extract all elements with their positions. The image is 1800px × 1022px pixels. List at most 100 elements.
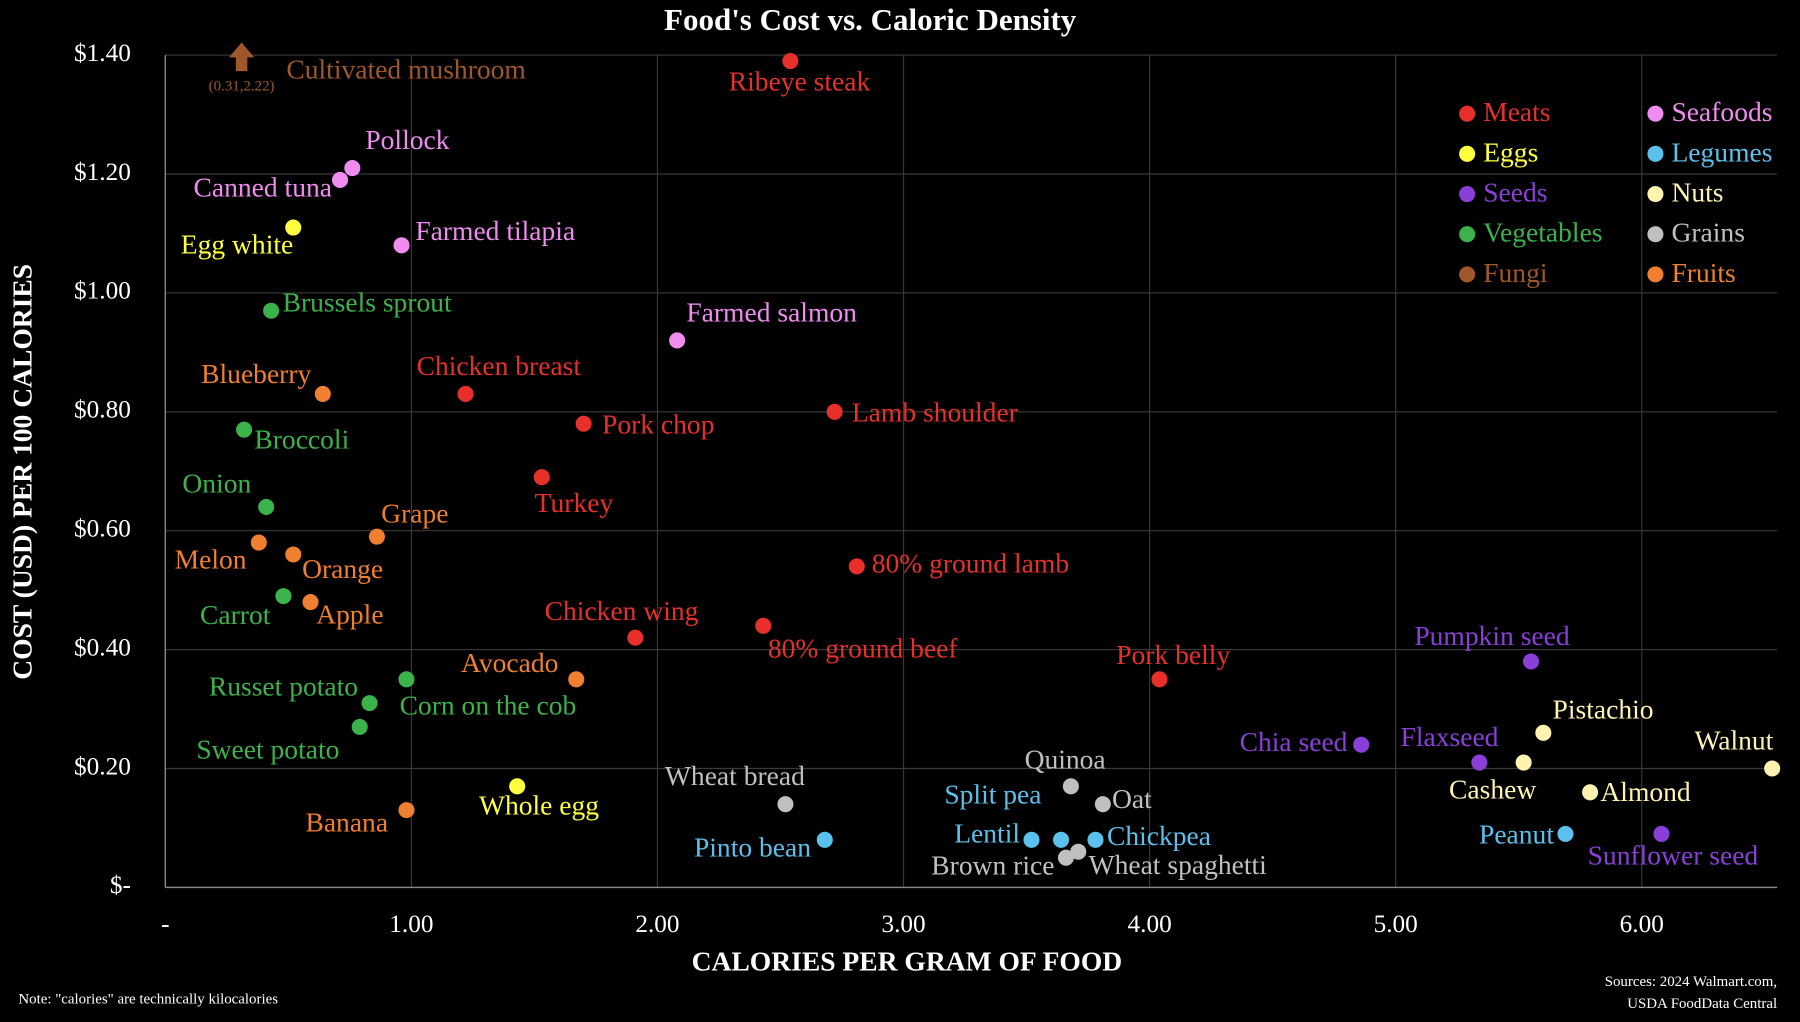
point-label: Lentil [954,818,1020,849]
x-tick-label: 6.00 [1620,910,1664,938]
point [782,53,799,70]
point [285,546,302,563]
legend-marker [1647,185,1664,203]
point [368,528,385,545]
y-tick-label: $- [110,871,131,899]
point [1052,831,1070,848]
point [361,695,378,712]
y-tick-label: $0.40 [74,633,131,661]
point-label: 80% ground beef [768,632,959,663]
legend-marker [1459,185,1476,203]
legend-marker [1647,266,1664,283]
point [393,237,410,254]
point-label: Grape [381,497,448,528]
point-label: Pork chop [602,408,714,439]
point-label: Wheat spaghetti [1089,849,1268,880]
point [1471,754,1488,771]
point-label: Chicken breast [417,350,582,381]
point [331,171,349,188]
x-axis-label: CALORIES PER GRAM OF FOOD [692,946,1123,977]
note: Note: "calories" are technically kilocal… [18,991,278,1007]
point-label: Canned tuna [194,172,332,203]
point [398,802,415,819]
point-label: Walnut [1694,725,1773,756]
point-label: Pork belly [1116,639,1230,670]
point [314,385,331,403]
point-label: Quinoa [1025,744,1106,775]
point-label: Wheat bread [665,760,805,791]
y-axis-label: COST (USD) PER 100 CALORIES [7,264,38,680]
point-label: Sweet potato [196,733,339,764]
sources: USDA FoodData Central [1627,996,1777,1012]
point-label: Sunflower seed [1588,839,1759,870]
point-label: Cashew [1449,774,1536,805]
point-label: Russet potato [209,671,358,702]
point [1582,784,1599,801]
legend-label: Legumes [1671,136,1772,167]
point-label: Whole egg [479,789,599,820]
point-label: Cultivated mushroom [286,54,526,85]
point [777,796,794,813]
point [826,403,843,420]
point [344,160,361,177]
point-label: Banana [305,806,388,837]
y-tick-label: $0.20 [74,752,131,780]
sources: Sources: 2024 Walmart.com, [1605,974,1777,990]
point [302,594,319,611]
point-label: Farmed salmon [686,297,857,328]
point [351,718,368,735]
chart-title: Food's Cost vs. Caloric Density [664,2,1077,37]
arrow [228,42,255,72]
point [1557,825,1574,842]
point-label: Chickpea [1107,820,1211,851]
point-label: Turkey [535,487,614,518]
point [1023,831,1040,848]
point [627,629,644,646]
point-label: Almond [1600,776,1691,807]
legend-label: Vegetables [1483,217,1602,248]
legend-label: Seafoods [1671,96,1772,127]
point-label: 80% ground lamb [872,548,1069,579]
legend-marker [1647,145,1664,162]
legend-label: Seeds [1483,176,1547,207]
x-tick-label: - [161,910,169,938]
point-label: Onion [182,468,251,499]
point [575,415,592,432]
legend-label: Fungi [1483,257,1548,288]
point [816,831,833,848]
point-label: Chia seed [1240,726,1348,757]
point-label: Brussels sprout [283,286,452,317]
y-tick-label: $1.40 [74,39,131,67]
point-label: Carrot [200,599,271,630]
point [568,671,585,688]
point [533,469,550,486]
point [1535,724,1552,741]
point-label: Flaxseed [1401,721,1499,752]
point [669,332,686,349]
point [509,778,526,795]
point-label: Broccoli [254,424,349,455]
y-tick-label: $0.60 [74,515,131,543]
point-label: Pinto bean [694,832,811,863]
legend-marker [1459,105,1476,122]
point [275,588,292,605]
legend-label: Fruits [1671,257,1735,288]
point-label: Split pea [944,779,1041,810]
point-label: Ribeye steak [729,65,871,96]
point [398,671,415,688]
point-label: Peanut [1479,819,1554,850]
y-tick-label: $1.00 [74,277,131,305]
point [1087,831,1104,848]
point [1070,843,1087,860]
point [1522,653,1540,670]
x-tick-label: 5.00 [1374,910,1418,938]
point-label: Blueberry [201,358,311,389]
point-label: Farmed tilapia [415,215,575,246]
point-label: Orange [302,553,383,584]
point [1057,849,1074,866]
x-tick-label: 1.00 [389,910,433,938]
point-label: Brown rice [931,849,1054,880]
x-tick-label: 2.00 [635,910,679,938]
